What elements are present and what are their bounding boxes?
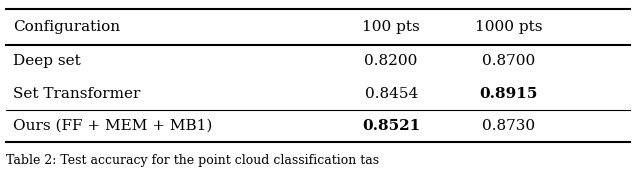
Text: Table 2: Test accuracy for the point cloud classification tas: Table 2: Test accuracy for the point clo… [6,154,380,167]
Text: Set Transformer: Set Transformer [13,86,140,101]
Text: 0.8730: 0.8730 [482,119,536,133]
Text: 1000 pts: 1000 pts [475,20,543,34]
Text: 0.8915: 0.8915 [480,86,538,101]
Text: Ours (FF + MEM + MB1): Ours (FF + MEM + MB1) [13,119,212,133]
Text: 0.8200: 0.8200 [364,54,418,68]
Text: Deep set: Deep set [13,54,81,68]
Text: Configuration: Configuration [13,20,120,34]
Text: 100 pts: 100 pts [363,20,420,34]
Text: 0.8454: 0.8454 [364,86,418,101]
Text: 0.8521: 0.8521 [362,119,420,133]
Text: 0.8700: 0.8700 [482,54,536,68]
